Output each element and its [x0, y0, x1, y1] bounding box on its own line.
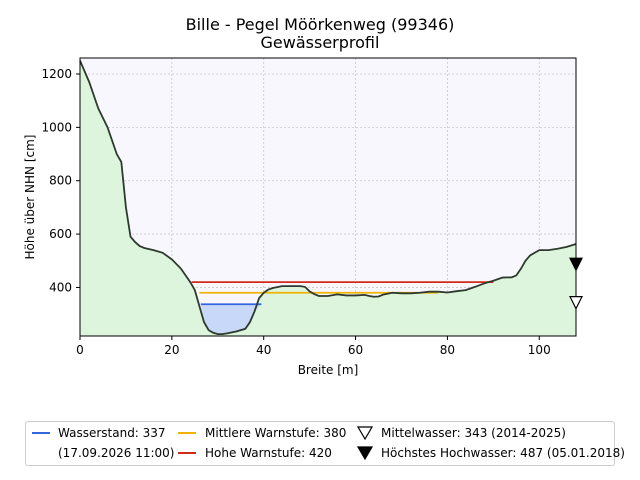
y-tick-label: 800	[49, 174, 72, 188]
ground-area	[80, 60, 576, 337]
x-tick-label: 0	[76, 343, 84, 357]
x-tick-label: 100	[528, 343, 551, 357]
x-tick-label: 40	[256, 343, 271, 357]
y-tick-label: 1200	[41, 67, 72, 81]
legend-mittlere-swatch	[178, 432, 196, 434]
y-axis-label: Höhe über NHN [cm]	[23, 135, 37, 260]
hochwasser-marker	[569, 257, 583, 272]
chart-legend: Wasserstand: 337 (17.09.2026 11:00) Mitt…	[25, 421, 625, 466]
legend-hochwasser-label: Höchstes Hochwasser: 487 (05.01.2018)	[381, 446, 625, 460]
x-tick-label: 80	[440, 343, 455, 357]
profile-line	[79, 60, 577, 336]
y-tick-label: 1000	[41, 120, 72, 134]
y-tick-label: 600	[49, 227, 72, 241]
legend-hochwasser-marker	[357, 446, 373, 460]
legend-wasserstand-date: (17.09.2026 11:00)	[58, 446, 175, 460]
legend-mittelwasser-label: Mittelwasser: 343 (2014-2025)	[381, 426, 566, 440]
legend-mittlere-label: Mittlere Warnstufe: 380	[205, 426, 347, 440]
legend-wasserstand-swatch	[32, 432, 50, 434]
plot-frame	[79, 57, 577, 337]
chart-subtitle: Gewässerprofil	[260, 33, 380, 52]
chart-title: Bille - Pegel Möörkenweg (99346)	[185, 15, 455, 34]
mittelwasser-marker	[569, 296, 583, 310]
profile-chart: 0 20 40 60 80 100 400 600 800 1000 1200 Breite [m] H…	[23, 57, 583, 377]
legend-mittelwasser-marker	[357, 426, 373, 440]
y-tick-label: 400	[49, 280, 72, 294]
legend-hohe-label: Hohe Warnstufe: 420	[205, 446, 332, 460]
x-tick-label: 20	[164, 343, 179, 357]
legend-hohe-swatch	[178, 452, 196, 454]
legend-wasserstand-label: Wasserstand: 337	[58, 426, 166, 440]
x-axis-label: Breite [m]	[298, 363, 359, 377]
x-tick-label: 60	[348, 343, 363, 357]
